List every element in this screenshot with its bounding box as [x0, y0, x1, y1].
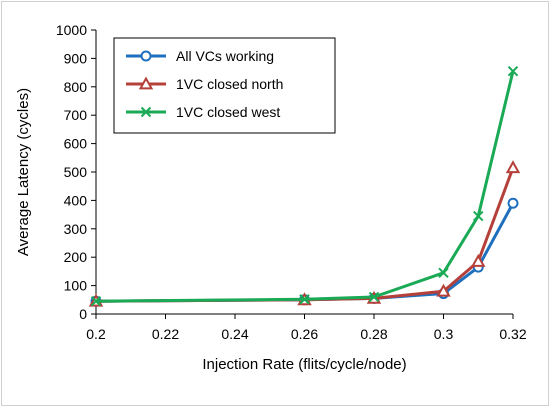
- data-point: [138, 76, 154, 90]
- data-point: [436, 283, 451, 297]
- data-point: [438, 267, 449, 279]
- data-point: [507, 197, 519, 209]
- data-point: [505, 160, 521, 174]
- y-tick-label: 900: [64, 50, 88, 66]
- x-ticks: 0.2 0.22 0.24 0.26 0.28 0.3 0.32: [86, 314, 527, 342]
- x-tick-label: 0.28: [360, 326, 387, 342]
- y-ticks: 0 100 200 300 400 500 600 700 800 900 1000: [56, 22, 96, 322]
- x-tick-label: 0.2: [86, 326, 106, 342]
- x-tick-label: 0.32: [499, 326, 526, 342]
- data-point: [473, 210, 484, 222]
- data-point: [471, 253, 486, 267]
- y-tick-label: 600: [64, 136, 88, 152]
- series-line: [95, 70, 515, 303]
- legend-item: 1VC closed west: [126, 104, 280, 120]
- y-tick-label: 700: [64, 107, 88, 123]
- x-axis-title: Injection Rate (flits/cycle/node): [202, 356, 406, 373]
- legend: All VCs working 1VC closed north 1VC close…: [113, 37, 336, 134]
- data-point: [507, 65, 519, 77]
- y-tick-label: 0: [79, 306, 87, 322]
- data-point: [90, 296, 102, 307]
- legend-label: 1VC closed west: [176, 104, 280, 120]
- y-tick-label: 100: [64, 278, 88, 294]
- y-tick-label: 300: [64, 221, 88, 237]
- legend-item: 1VC closed north: [126, 76, 283, 92]
- data-point: [299, 294, 310, 305]
- legend-label: All VCs working: [176, 48, 274, 64]
- y-tick-label: 400: [64, 192, 88, 208]
- x-tick-label: 0.24: [221, 326, 248, 342]
- series-line: [95, 167, 515, 303]
- legend-label: 1VC closed north: [176, 76, 283, 92]
- y-tick-label: 200: [64, 249, 88, 265]
- x-tick-label: 0.3: [434, 326, 454, 342]
- y-axis-title: Average Latency (cycles): [15, 88, 32, 256]
- x-tick-label: 0.22: [152, 326, 179, 342]
- legend-item: All VCs working: [126, 48, 274, 64]
- y-tick-label: 500: [64, 164, 88, 180]
- series-3: [90, 65, 519, 307]
- data-point: [140, 106, 152, 118]
- data-point: [368, 291, 380, 303]
- y-tick-label: 800: [64, 79, 88, 95]
- series-layer: [88, 65, 521, 307]
- data-point: [140, 50, 152, 62]
- y-tick-label: 1000: [56, 22, 87, 38]
- x-tick-label: 0.26: [291, 326, 318, 342]
- series-1: [90, 197, 519, 307]
